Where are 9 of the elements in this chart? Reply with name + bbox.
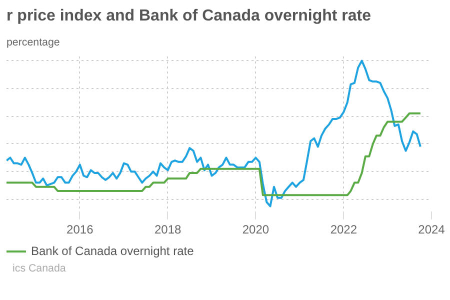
legend-label: Bank of Canada overnight rate — [31, 244, 194, 258]
x-tick-label: 2022 — [330, 222, 358, 236]
x-tick-label: 2020 — [242, 222, 270, 236]
x-tick-label: 2024 — [418, 222, 446, 236]
text: ics Canada — [12, 262, 66, 274]
chart-title: r price index and Bank of Canada overnight rate — [6, 8, 372, 24]
x-tick-label: 2018 — [154, 222, 182, 236]
chart-subtitle: percentage — [6, 36, 60, 48]
x-tick-label: 2016 — [66, 222, 94, 236]
